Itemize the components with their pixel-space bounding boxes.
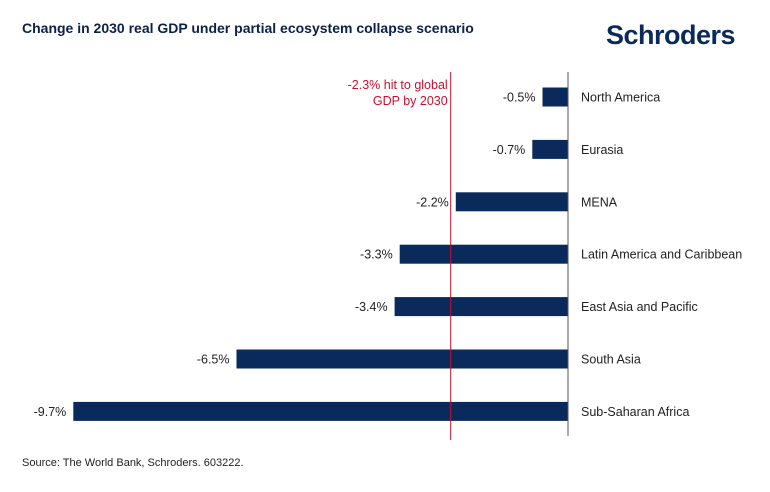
bar-north-america <box>542 87 568 107</box>
value-label: -9.7% <box>34 405 67 419</box>
source-note: Source: The World Bank, Schroders. 60322… <box>22 457 244 469</box>
reference-label-line: GDP by 2030 <box>373 94 448 108</box>
value-label: -3.3% <box>360 248 393 262</box>
bar-latin-america-and-caribbean <box>399 244 568 264</box>
category-label: North America <box>581 91 660 105</box>
schroders-logo: Schroders <box>606 20 736 50</box>
category-label: MENA <box>581 195 618 209</box>
bar-sub-saharan-africa <box>73 401 569 421</box>
value-label: -6.5% <box>197 353 230 367</box>
reference-annotation: -2.3% hit to global GDP by 2030 <box>348 78 448 108</box>
bars-layer <box>73 87 569 421</box>
category-label: Sub-Saharan Africa <box>581 405 689 419</box>
reference-label-line: -2.3% hit to global <box>348 78 448 92</box>
chart-title: Change in 2030 real GDP under partial ec… <box>22 20 474 36</box>
value-label: -2.2% <box>416 195 449 209</box>
category-label: East Asia and Pacific <box>581 300 698 314</box>
value-label: -0.5% <box>503 91 536 105</box>
bar-eurasia <box>532 139 568 159</box>
value-label: -3.4% <box>355 300 388 314</box>
category-label: South Asia <box>581 353 641 367</box>
labels-layer: -0.5% North America -0.7% Eurasia -2.2% MENA -… <box>34 91 743 419</box>
bar-south-asia <box>236 349 568 369</box>
category-label: Latin America and Caribbean <box>581 248 742 262</box>
category-label: Eurasia <box>581 143 623 157</box>
bar-east-asia-and-pacific <box>394 297 568 317</box>
value-label: -0.7% <box>493 143 526 157</box>
bar-mena <box>455 192 568 212</box>
